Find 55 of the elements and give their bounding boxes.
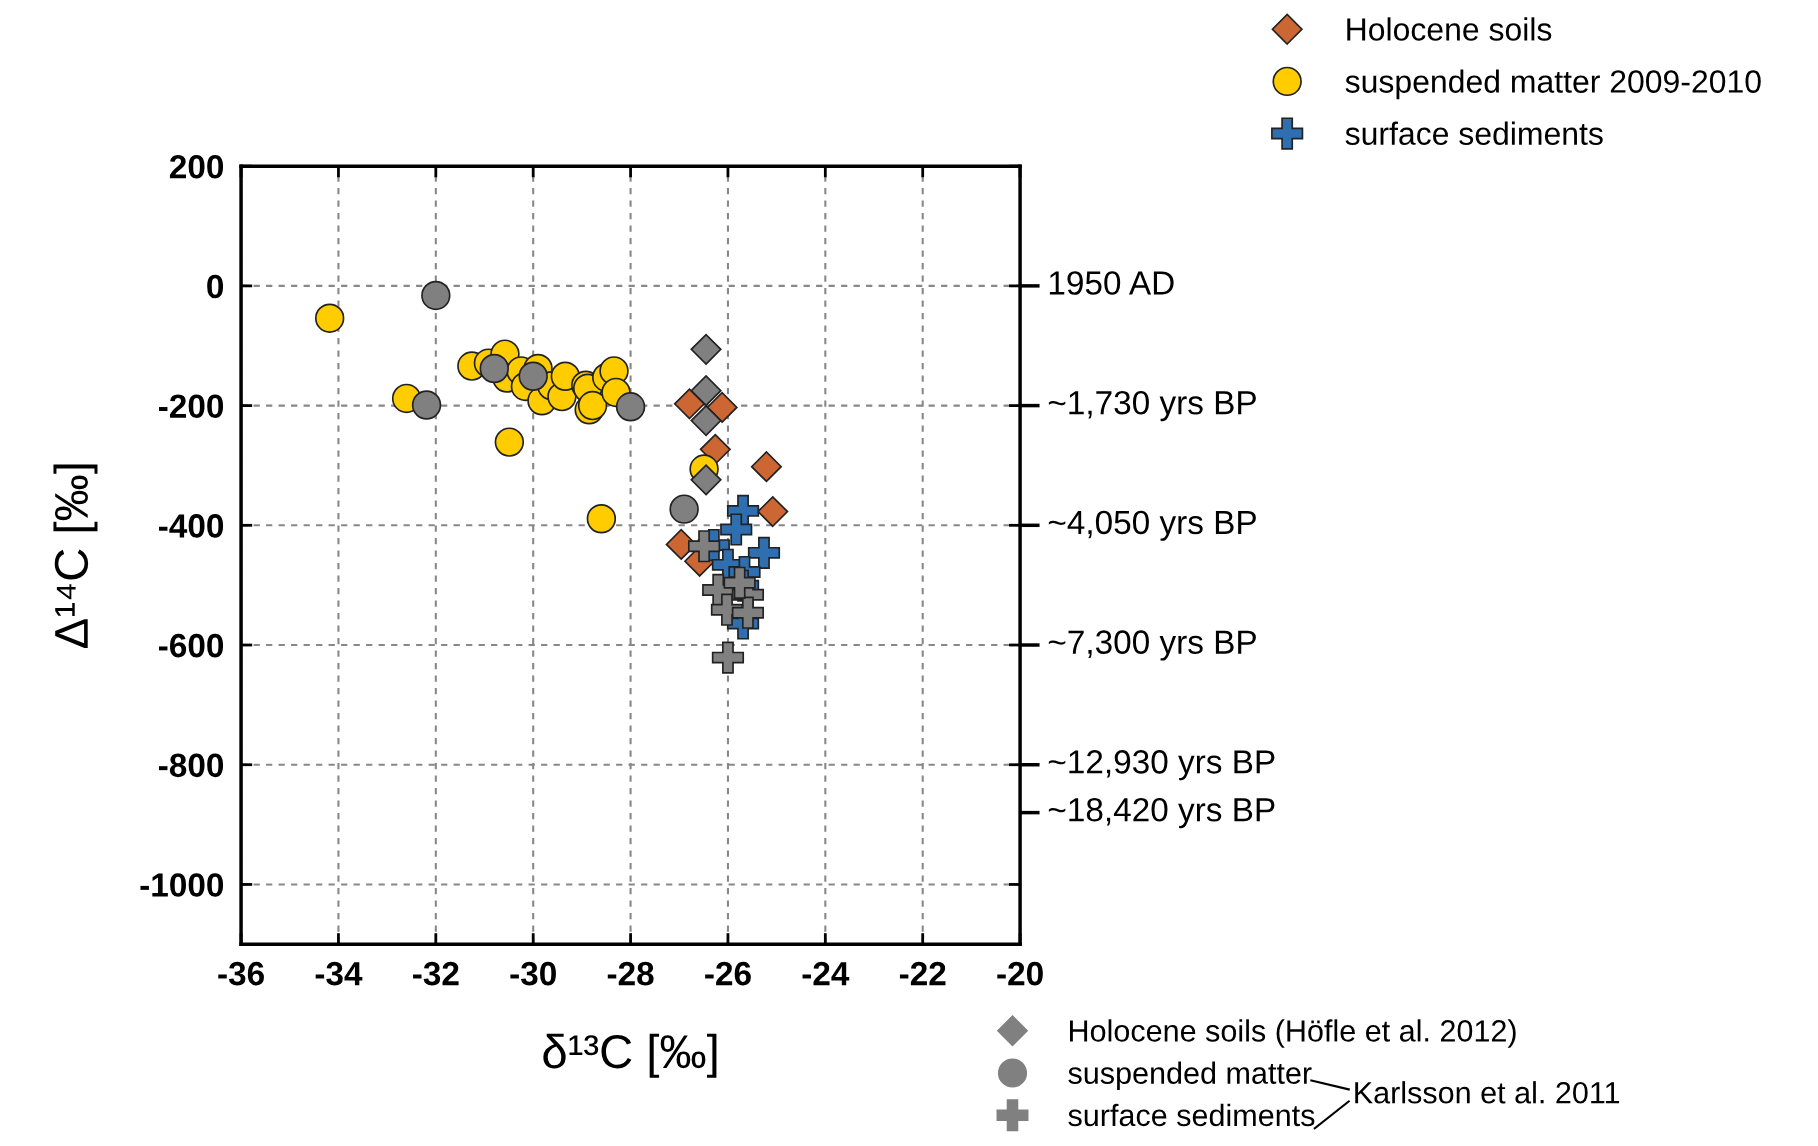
point	[720, 513, 753, 546]
x-tick-label: -22	[899, 961, 946, 986]
point	[586, 504, 617, 534]
y-axis-title: Δ¹⁴C [‰]	[53, 464, 98, 648]
legend-label: Holocene soils (Höfle et al. 2012)	[1070, 1019, 1516, 1048]
ref-line-label: ~1,730 yrs BP	[1048, 390, 1256, 422]
ref-line-label: ~4,050 yrs BP	[1048, 510, 1256, 541]
point	[687, 530, 721, 563]
point	[750, 451, 782, 483]
point	[699, 433, 731, 465]
y-tick-label: 200	[169, 154, 224, 179]
x-tick-label: -34	[315, 961, 363, 986]
x-tick-label: -26	[705, 961, 751, 986]
ref-line-label: ~18,420 yrs BP	[1048, 797, 1275, 829]
x-tick-label: -28	[607, 961, 654, 986]
point	[690, 375, 722, 407]
y-tick-label: -400	[158, 514, 224, 538]
point	[757, 495, 789, 528]
x-tick-label: -24	[802, 961, 850, 986]
point	[673, 388, 706, 420]
legend-label: surface sediments	[1345, 121, 1603, 146]
point	[706, 391, 738, 423]
y-tick-label: -1000	[140, 873, 224, 897]
point	[479, 353, 509, 384]
point	[731, 596, 765, 629]
point	[690, 464, 722, 496]
ref-line-label: 1950 AD	[1049, 271, 1174, 295]
y-tick-label: -600	[158, 633, 224, 658]
point	[723, 566, 756, 599]
point	[690, 404, 722, 437]
point	[711, 641, 745, 674]
point	[314, 303, 345, 333]
point	[494, 427, 525, 457]
x-tick-label: -30	[510, 961, 556, 986]
ref-line-label: ~7,300 yrs BP	[1048, 630, 1256, 661]
point	[411, 390, 442, 420]
x-tick-label: -20	[997, 961, 1043, 986]
legend-label: suspended matter 2009-2010	[1345, 69, 1761, 100]
y-tick-label: -200	[158, 394, 224, 418]
point	[615, 392, 646, 422]
point	[421, 280, 451, 311]
legend-label: suspended matter	[1068, 1061, 1312, 1091]
text: Karlsson et al. 2011	[1355, 1081, 1620, 1104]
legend-label: surface sediments	[1068, 1103, 1315, 1127]
y-tick-label: -800	[158, 753, 224, 778]
point	[690, 333, 722, 365]
legend-label: Holocene soils	[1347, 17, 1552, 41]
point	[669, 494, 699, 524]
point	[518, 361, 548, 391]
point	[747, 536, 781, 569]
ref-line-label: ~12,930 yrs BP	[1048, 750, 1275, 781]
x-tick-label: -36	[218, 961, 264, 986]
x-axis-title: δ¹³C [‰]	[543, 1033, 717, 1078]
x-tick-label: -32	[413, 961, 459, 986]
y-tick-label: 0	[207, 274, 224, 299]
